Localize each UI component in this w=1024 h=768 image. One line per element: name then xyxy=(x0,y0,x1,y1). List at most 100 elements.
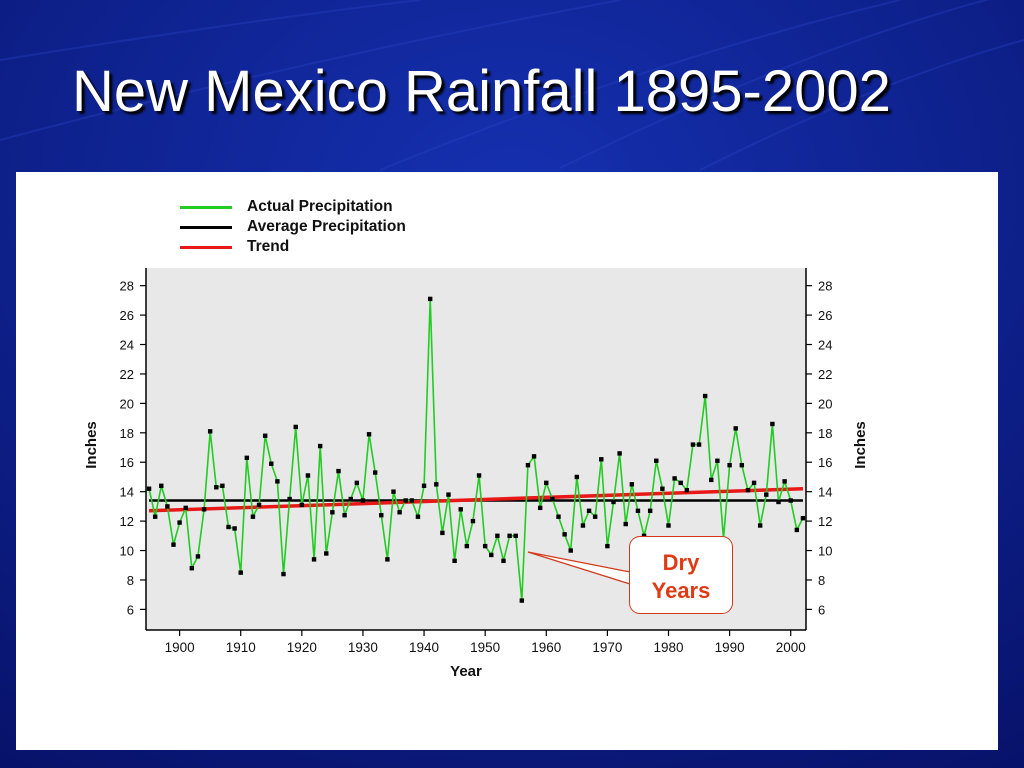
data-point xyxy=(262,433,268,438)
x-tick-label: 1940 xyxy=(409,640,439,655)
data-point xyxy=(165,504,170,509)
data-point xyxy=(354,480,360,486)
x-tick-label: 1930 xyxy=(348,640,378,655)
legend-swatch-trend xyxy=(180,246,232,249)
data-point xyxy=(709,477,714,483)
data-point xyxy=(556,514,561,519)
data-point xyxy=(599,457,604,462)
data-point xyxy=(299,502,305,508)
data-point xyxy=(782,479,787,484)
y-tick-label-right: 24 xyxy=(818,338,832,353)
data-point xyxy=(220,483,225,488)
data-point xyxy=(550,496,555,502)
data-point xyxy=(745,488,751,493)
y-tick-label-left: 26 xyxy=(120,308,134,323)
data-point xyxy=(666,523,671,528)
x-tick-label: 1990 xyxy=(715,640,745,655)
data-point xyxy=(458,507,463,512)
data-point xyxy=(226,524,231,530)
data-point xyxy=(232,526,237,531)
data-point xyxy=(391,489,396,494)
slide-title: New Mexico Rainfall 1895-2002 xyxy=(72,59,891,124)
data-point xyxy=(770,421,775,427)
data-point xyxy=(201,507,207,512)
data-point xyxy=(470,518,476,524)
data-point xyxy=(580,523,586,528)
data-point xyxy=(440,530,445,536)
data-point xyxy=(788,498,793,503)
data-point xyxy=(427,296,433,302)
data-point xyxy=(238,570,243,575)
data-point xyxy=(366,432,372,437)
data-point xyxy=(776,499,781,505)
y-axis-title-right: Inches xyxy=(852,421,869,469)
y-tick-label-left: 16 xyxy=(120,455,134,470)
y-tick-label-right: 26 xyxy=(818,308,832,323)
data-point xyxy=(574,474,580,480)
data-point xyxy=(605,543,610,549)
data-point xyxy=(751,480,757,486)
legend-label-trend: Trend xyxy=(247,238,290,255)
data-point xyxy=(397,510,402,515)
data-point xyxy=(311,557,317,562)
y-tick-label-left: 18 xyxy=(120,426,134,441)
data-point xyxy=(269,461,274,466)
data-point xyxy=(189,565,195,571)
data-point xyxy=(434,482,439,487)
data-point xyxy=(537,505,543,511)
data-point xyxy=(654,458,659,463)
data-point xyxy=(647,508,653,514)
data-point xyxy=(611,499,616,505)
data-point xyxy=(403,498,408,503)
y-tick-label-left: 8 xyxy=(127,573,134,588)
data-point xyxy=(379,513,384,518)
data-point xyxy=(324,551,329,556)
data-point xyxy=(336,468,341,474)
data-point xyxy=(293,424,298,430)
y-tick-label-right: 28 xyxy=(818,279,832,294)
data-point xyxy=(275,479,280,484)
data-point xyxy=(446,492,451,497)
data-point xyxy=(757,523,763,528)
y-tick-label-left: 20 xyxy=(120,396,134,411)
y-tick-label-right: 10 xyxy=(818,544,832,559)
data-point xyxy=(684,488,690,493)
data-point xyxy=(525,462,531,468)
y-tick-label-left: 10 xyxy=(120,544,134,559)
x-tick-label: 1920 xyxy=(287,640,317,655)
y-tick-label-right: 16 xyxy=(818,455,832,470)
data-point xyxy=(214,485,219,490)
data-point xyxy=(727,462,732,468)
data-point xyxy=(256,502,262,508)
data-point xyxy=(415,514,421,519)
callout-line-2: Years xyxy=(651,578,711,603)
data-point xyxy=(207,429,213,434)
legend-label-actual: Actual Precipitation xyxy=(247,198,393,215)
data-point xyxy=(317,443,323,449)
data-point xyxy=(623,521,628,527)
chart-panel: 6 6 8 8 10 10 12 12 14 14 16 16 18 18 20 20 22 22 24 24 26 26… xyxy=(16,172,998,750)
data-point xyxy=(507,533,512,539)
legend-label-average: Average Precipitation xyxy=(247,218,406,235)
data-point xyxy=(452,558,457,564)
data-point xyxy=(800,515,806,521)
data-point xyxy=(159,483,164,488)
data-point xyxy=(385,557,390,562)
callout-line-1: Dry xyxy=(662,550,700,575)
data-point xyxy=(672,476,677,481)
legend-swatch-average xyxy=(180,226,232,229)
data-point xyxy=(244,455,250,461)
data-point xyxy=(586,508,592,514)
y-tick-label-right: 18 xyxy=(818,426,832,441)
y-tick-label-left: 6 xyxy=(127,602,134,617)
x-axis-title: Year xyxy=(450,663,482,680)
x-tick-label: 1980 xyxy=(653,640,683,655)
rainfall-chart: 6 6 8 8 10 10 12 12 14 14 16 16 18 18 20 20 22 22 24 24 26 26… xyxy=(83,268,869,680)
data-point xyxy=(489,552,494,558)
y-tick-label-right: 6 xyxy=(818,602,825,617)
data-point xyxy=(330,510,335,515)
data-point xyxy=(794,527,800,533)
data-point xyxy=(476,473,482,478)
data-point xyxy=(464,543,470,549)
data-point xyxy=(531,454,537,459)
